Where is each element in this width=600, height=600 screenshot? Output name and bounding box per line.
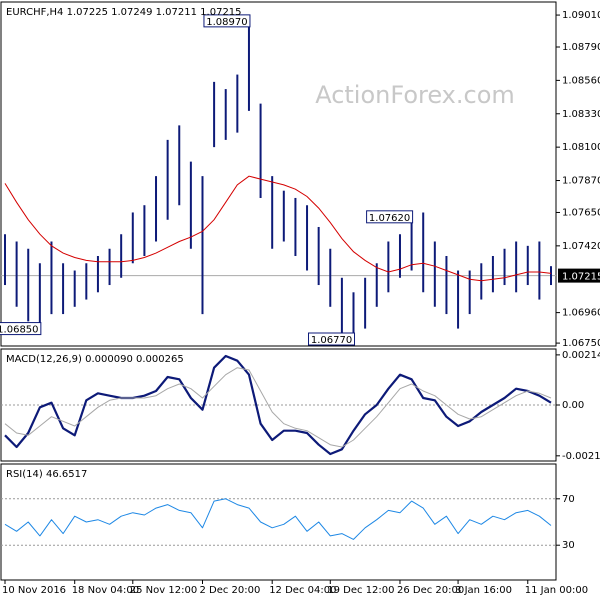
y-tick-label: 1.07870	[562, 176, 600, 187]
y-tick-label: 0.00	[562, 400, 584, 411]
x-tick-label: 18 Nov 04:00	[72, 585, 139, 596]
panel-title: EURCHF,H4 1.07225 1.07249 1.07211 1.0721…	[6, 7, 242, 18]
y-tick-label: 1.07650	[562, 207, 600, 218]
last-price-label: 1.07215	[562, 272, 600, 283]
y-tick-label: 1.09010	[562, 10, 600, 21]
x-tick-label: 2 Dec 20:00	[199, 585, 260, 596]
indicator-line	[4, 498, 552, 540]
y-tick-label: 1.08790	[562, 42, 600, 53]
panel-title: MACD(12,26,9) 0.000090 0.000265	[6, 354, 184, 365]
annotation-box	[0, 322, 42, 336]
y-tick-label: 30	[562, 540, 575, 551]
x-tick-label: 10 Nov 2016	[2, 585, 66, 596]
x-tick-label: 25 Nov 12:00	[130, 585, 197, 596]
x-tick-label: 19 Dec 12:00	[327, 585, 394, 596]
y-tick-label: 70	[562, 494, 575, 505]
y-tick-label: 1.06960	[562, 308, 600, 319]
indicator-line	[4, 367, 552, 448]
y-tick-label: 1.08560	[562, 75, 600, 86]
y-tick-label: 1.07420	[562, 241, 600, 252]
annotation-box	[308, 332, 356, 346]
plot-area	[4, 20, 552, 341]
annotation-box	[366, 210, 414, 224]
y-tick-label: 1.08100	[562, 142, 600, 153]
y-tick-label: 0.002148	[562, 350, 600, 361]
annotation-label: 1.06850	[0, 325, 39, 336]
annotation-label: 1.06770	[311, 335, 352, 346]
x-tick-label: 26 Dec 20:00	[397, 585, 464, 596]
plot-area	[4, 498, 552, 540]
panel-frame	[0, 1, 557, 347]
plot-area	[4, 354, 552, 456]
y-tick-label: 1.08330	[562, 109, 600, 120]
y-tick-label: 1.06750	[562, 338, 600, 349]
x-tick-label: 12 Dec 04:00	[269, 585, 336, 596]
moving-average	[4, 175, 552, 282]
indicator-line	[4, 354, 552, 456]
panel-title: RSI(14) 46.6517	[6, 469, 87, 480]
panel-frame	[0, 463, 557, 581]
y-tick-label: -0.002178	[562, 451, 600, 462]
last-price-box	[558, 268, 600, 283]
x-tick-label: 3 Jan 16:00	[455, 585, 512, 596]
x-tick-label: 11 Jan 00:00	[525, 585, 588, 596]
annotation-label: 1.07620	[369, 213, 410, 224]
watermark: ActionForex.com	[315, 81, 515, 109]
annotation-box	[203, 14, 251, 28]
annotation-label: 1.08970	[206, 17, 247, 28]
